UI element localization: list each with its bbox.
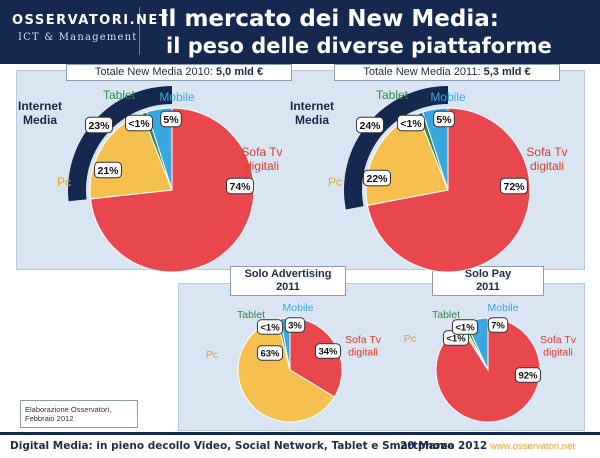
pie1-value-pc-box xyxy=(363,169,391,187)
pie1-label-internet-line2: Media xyxy=(295,113,329,127)
pie0-label-pc: Pc xyxy=(57,175,71,189)
pie2-value-sofa: 34% xyxy=(318,346,338,357)
pie3-value-sofa-box xyxy=(514,367,542,383)
pie2-label-sofa-line1: Sofa Tv xyxy=(345,334,382,346)
pie0-label-sofa-line2: digitali xyxy=(245,159,279,173)
pie2-value-sofa-box xyxy=(314,343,342,359)
chart-title-2010-value: 5,0 mld € xyxy=(216,66,264,78)
footer-caption: Digital Media: in pieno decollo Video, S… xyxy=(10,440,455,452)
logo-text-bottom: ICT & Management xyxy=(18,32,138,43)
chart-title-2011-value: 5,3 mld € xyxy=(483,66,531,78)
pie2-label-mobile: Mobile xyxy=(283,302,314,314)
footer-date: 20 Marzo 2012 xyxy=(400,440,488,452)
pie1-slice-mobile xyxy=(422,107,449,191)
pie1-slice-sofa xyxy=(366,107,531,273)
pie3-value-tablet: <1% xyxy=(455,322,475,333)
pie2-slice-pc xyxy=(237,318,336,423)
chart-title-2010-lead: Totale New Media 2010: xyxy=(94,66,213,78)
pie1-label-tablet: Tablet xyxy=(376,88,409,102)
pie0-slice-mobile xyxy=(146,107,173,191)
page-title-line1: Il mercato dei New Media: xyxy=(160,6,499,32)
chart-title-pay-line2: 2011 xyxy=(476,281,500,293)
pie2-label-tablet: Tablet xyxy=(237,309,265,321)
pie3-label-sofa-line1: Sofa Tv xyxy=(540,334,577,346)
pie3-value-mobile: 7% xyxy=(491,320,505,331)
pie0-internet-media-arc xyxy=(68,86,172,202)
pie2-value-tablet: <1% xyxy=(260,322,280,333)
pie0-value-sofa: 74% xyxy=(229,181,251,193)
pie2-value-pc: 63% xyxy=(260,348,280,359)
pie3-label-sofa-line2: digitali xyxy=(543,347,573,359)
pie1-value-pc: 22% xyxy=(366,173,388,185)
pie1-value-tablet-box xyxy=(397,114,425,132)
pie1-value-mobile-box xyxy=(433,110,455,128)
osservatori-logo[interactable]: OSSERVATORI.NET ICT & Management xyxy=(8,7,168,55)
pie3-label-tablet: Tablet xyxy=(432,309,460,321)
pie3-value-mobile-box xyxy=(487,317,509,333)
pie0-value-pc: 21% xyxy=(97,165,119,177)
pie1-label-sofa-line2: digitali xyxy=(530,159,564,173)
chart-title-2010: Totale New Media 2010: 5,0 mld € xyxy=(66,64,292,81)
pie1-internet-media-arc xyxy=(344,86,448,210)
pie2-label-sofa-line2: digitali xyxy=(348,347,378,359)
pie1-label-sofa-line1: Sofa Tv xyxy=(526,145,567,159)
source-credit-line1: Elaborazione Osservatori, xyxy=(25,405,112,414)
pie0-value-tablet-box xyxy=(125,114,153,132)
pie3-value-tablet-box xyxy=(451,319,479,335)
page-title-line2: il peso delle diverse piattaforme xyxy=(166,34,552,58)
pie2-value-mobile-box xyxy=(284,317,306,333)
footer-bar: Digital Media: in pieno decollo Video, S… xyxy=(0,432,600,458)
pie2-value-tablet-box xyxy=(256,319,284,335)
chart-title-advertising-line2: 2011 xyxy=(276,281,300,293)
pie1-value-internet-media: 24% xyxy=(359,120,381,132)
pie2-label-pc: Pc xyxy=(206,349,218,361)
pie1-value-internet-media-box xyxy=(356,116,384,134)
pie1-value-sofa-box xyxy=(500,177,528,195)
pie0-label-mobile: Mobile xyxy=(159,90,195,104)
pie3-label-pc: Pc xyxy=(404,333,416,345)
pie0-value-pc-box xyxy=(94,161,122,179)
pie1-label-pc: Pc xyxy=(328,175,342,189)
source-credit-line2: Febbraio 2012 xyxy=(25,414,74,423)
pie1-label-internet-line1: Internet xyxy=(290,99,334,113)
chart-title-advertising: Solo Advertising 2011 xyxy=(230,266,346,296)
pie0-value-mobile-box xyxy=(160,110,182,128)
pie3-value-sofa: 92% xyxy=(518,370,538,381)
pie1-label-mobile: Mobile xyxy=(430,90,466,104)
pie0-label-internet-line1: Internet xyxy=(18,99,62,113)
pie1-value-sofa: 72% xyxy=(503,181,525,193)
pie2-value-mobile: 3% xyxy=(288,320,302,331)
pie0-value-internet-media-box xyxy=(85,116,113,134)
source-credit: Elaborazione Osservatori, Febbraio 2012 xyxy=(20,400,138,428)
header-bar: OSSERVATORI.NET ICT & Management Il merc… xyxy=(0,0,600,64)
pie3-label-mobile: Mobile xyxy=(488,302,519,314)
pie0-label-internet-line2: Media xyxy=(23,113,57,127)
pie0-value-sofa-box xyxy=(226,177,254,195)
pie0-value-internet-media: 23% xyxy=(88,120,110,132)
pie3-value-pc: <1% xyxy=(446,333,466,344)
pie2-value-pc-box xyxy=(256,345,284,361)
pie0-label-tablet: Tablet xyxy=(103,88,136,102)
chart-title-advertising-line1: Solo Advertising xyxy=(244,268,332,280)
footer-link[interactable]: www.osservatori.net xyxy=(490,441,576,452)
pie0-value-mobile: 5% xyxy=(163,114,179,126)
pie0-label-sofa-line1: Sofa Tv xyxy=(241,145,282,159)
chart-title-pay: Solo Pay 2011 xyxy=(432,266,544,296)
pie1-value-mobile: 5% xyxy=(436,114,452,126)
chart-title-2011: Totale New Media 2011: 5,3 mld € xyxy=(334,64,560,81)
chart-title-2011-lead: Totale New Media 2011: xyxy=(363,66,481,78)
chart-title-pay-line1: Solo Pay xyxy=(464,268,512,280)
logo-text-top: OSSERVATORI.NET xyxy=(12,13,170,28)
pie1-value-tablet: <1% xyxy=(400,118,422,130)
pie0-value-tablet: <1% xyxy=(128,118,150,130)
